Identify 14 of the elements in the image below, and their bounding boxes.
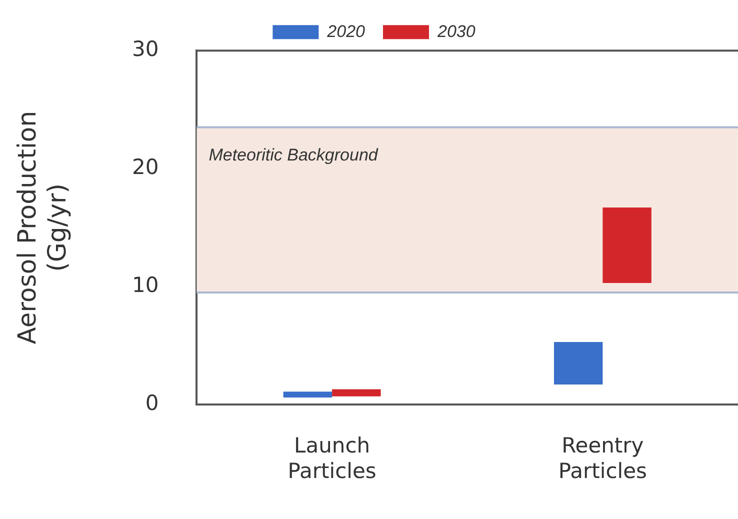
bar bbox=[554, 342, 603, 385]
legend-label: 2020 bbox=[326, 22, 366, 41]
y-tick-label: 30 bbox=[132, 37, 159, 62]
band-label: Meteoritic Background bbox=[208, 146, 378, 165]
y-tick-label: 20 bbox=[132, 155, 159, 180]
y-tick-label: 10 bbox=[132, 273, 159, 298]
bar bbox=[332, 389, 381, 396]
bar bbox=[602, 208, 652, 284]
x-tick-label: Launch Particles bbox=[288, 434, 376, 483]
y-axis-title: Aerosol Production (Gg/yr) bbox=[12, 110, 72, 344]
legend-label: 2030 bbox=[436, 22, 476, 41]
y-tick-label: 0 bbox=[145, 391, 159, 416]
bar bbox=[283, 392, 332, 398]
x-tick-label: Reentry Particles bbox=[558, 434, 647, 483]
